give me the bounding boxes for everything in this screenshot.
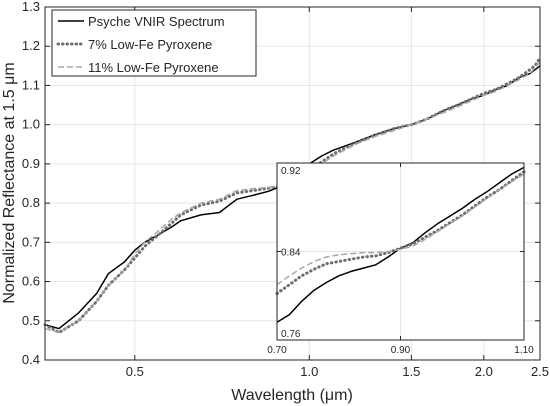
legend-label-11pct: 11% Low-Fe Pyroxene [88,60,219,75]
legend-label-psyche: Psyche VNIR Spectrum [88,14,225,29]
main-y-tick-label: 1.2 [22,38,40,53]
main-y-tick-label: 1.1 [22,77,40,92]
inset-ticks: 0.70 0.90 1.10 0.76 0.84 0.92 [267,162,534,356]
inset-x-tick-label: 0.70 [267,345,287,356]
main-x-tick-label: 1.0 [300,364,318,379]
inset-x-tick-label: 1.10 [514,345,534,356]
inset-series [275,166,526,323]
main-plot-frame [44,6,541,361]
main-y-tick-label: 0.6 [22,274,40,289]
main-y-tick-label: 0.4 [22,352,40,367]
legend-label-7pct: 7% Low-Fe Pyroxene [88,37,212,52]
main-y-tick-label: 0.9 [22,156,40,171]
main-y-tick-label: 0.5 [22,313,40,328]
inset-y-tick-label: 0.92 [281,166,301,177]
main-x-tick-label: 2.5 [531,364,549,379]
legend: Psyche VNIR Spectrum 7% Low-Fe Pyroxene … [51,9,257,77]
main-x-tick-label: 2.0 [475,364,493,379]
inset-series-line-dashed [276,173,525,286]
inset-y-tick-label: 0.84 [281,248,301,259]
main-y-tick-label: 1.0 [22,117,40,132]
y-axis-label: Normalized Reflectance at 1.5 μm [1,62,18,303]
main-x-tick-label: 0.5 [126,364,144,379]
x-axis-label: Wavelength (μm) [231,387,353,404]
main-y-tick-label: 0.7 [22,234,40,249]
main-y-tick-label: 0.8 [22,195,40,210]
main-series-line-dashed [44,61,541,334]
inset-series-line-dotted [275,170,526,295]
inset-x-tick-label: 0.90 [391,345,411,356]
inset-chart: 0.70 0.90 1.10 0.76 0.84 0.92 [267,162,534,356]
main-y-tick-label: 1.3 [22,0,40,14]
legend-box [51,9,257,77]
main-x-tick-label: 1.5 [402,364,420,379]
inset-y-tick-label: 0.76 [281,329,301,340]
